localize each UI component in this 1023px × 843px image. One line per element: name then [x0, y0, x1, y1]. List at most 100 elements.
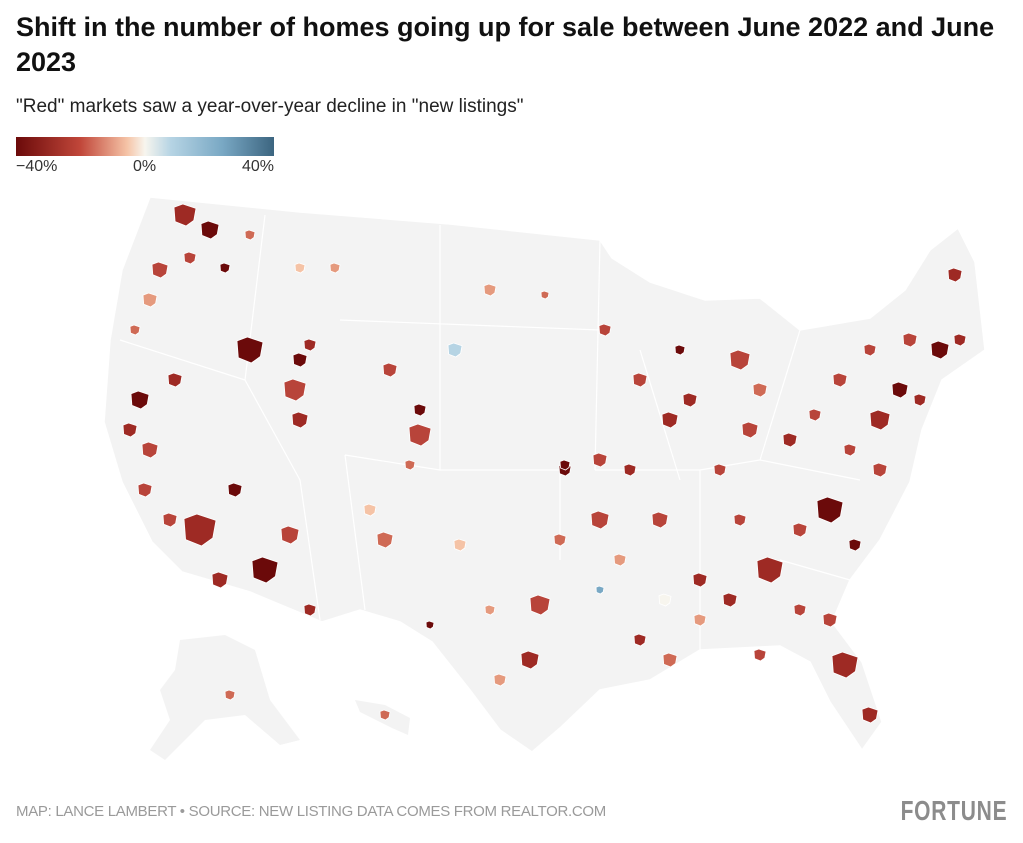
metro-area [692, 572, 708, 588]
metro-area [753, 648, 767, 662]
metro-area [173, 203, 197, 227]
metro-area [613, 553, 627, 567]
fortune-logo: FORTUNE [900, 795, 1007, 826]
metro-area [303, 338, 317, 352]
metro-area [848, 538, 862, 552]
metro-area [137, 482, 153, 498]
metro-area [404, 459, 416, 471]
metro-area [493, 673, 507, 687]
metro-area [425, 620, 435, 630]
metro-area [756, 556, 784, 584]
metro-area [141, 441, 159, 459]
legend-gradient-bar [16, 137, 274, 156]
metro-area [793, 603, 807, 617]
metro-area [590, 510, 610, 530]
metro-area [183, 513, 217, 547]
metro-area [863, 343, 877, 357]
metro-area [713, 463, 727, 477]
metro-area [953, 333, 967, 347]
alaska [150, 635, 300, 760]
metro-area [219, 262, 231, 274]
metro-area [722, 592, 738, 608]
metro-area [913, 393, 927, 407]
metro-area [595, 585, 605, 595]
metro-area [633, 633, 647, 647]
metro-area [251, 556, 279, 584]
metro-area [483, 283, 497, 297]
metro-area [292, 352, 308, 368]
metro-area [741, 421, 759, 439]
metro-area [540, 290, 550, 300]
color-legend: −40% 0% 40% [16, 137, 274, 178]
metro-area [236, 336, 264, 364]
metro-area [559, 459, 571, 471]
metro-area [408, 423, 432, 447]
metro-area [183, 251, 197, 265]
metro-area [816, 496, 844, 524]
metro-area [329, 262, 341, 274]
metro-area [869, 409, 891, 431]
metro-area [453, 538, 467, 552]
metro-area [891, 381, 909, 399]
metro-area [529, 594, 551, 616]
metro-area [733, 513, 747, 527]
metro-area [294, 262, 306, 274]
metro-area [832, 372, 848, 388]
source-credit: MAP: LANCE LAMBERT • SOURCE: NEW LISTING… [16, 803, 606, 820]
metro-area [200, 220, 220, 240]
metro-area [592, 452, 608, 468]
metro-area [902, 332, 918, 348]
metro-area [822, 612, 838, 628]
metro-area [947, 267, 963, 283]
metro-area [130, 390, 150, 410]
metro-area [598, 323, 612, 337]
metro-area [792, 522, 808, 538]
metro-area [831, 651, 859, 679]
metro-area [674, 344, 686, 356]
metro-area [363, 503, 377, 517]
legend-min-label: −40% [16, 158, 58, 175]
metro-area [658, 593, 672, 607]
metro-area [447, 342, 463, 358]
metro-area [280, 525, 300, 545]
map-subtitle: "Red" markets saw a year-over-year decli… [16, 96, 524, 117]
metro-area [122, 422, 138, 438]
metro-area [283, 378, 307, 402]
metro-area [623, 463, 637, 477]
metro-area [167, 372, 183, 388]
metro-area [520, 650, 540, 670]
metro-area [861, 706, 879, 724]
metro-area [151, 261, 169, 279]
metro-area [224, 689, 236, 701]
us-mainland [103, 196, 986, 753]
metro-area [162, 512, 178, 528]
metro-area [129, 324, 141, 336]
metro-area [651, 511, 669, 529]
metro-area [303, 603, 317, 617]
metro-area [729, 349, 751, 371]
metro-area [376, 531, 394, 549]
metro-area [693, 613, 707, 627]
metro-area [752, 382, 768, 398]
metro-area [662, 652, 678, 668]
metro-area [379, 709, 391, 721]
metro-area [382, 362, 398, 378]
map-title: Shift in the number of homes going up fo… [16, 12, 995, 77]
metro-area [682, 392, 698, 408]
legend-max-label: 40% [241, 158, 274, 175]
metro-area [930, 340, 950, 360]
metro-area [413, 403, 427, 417]
metro-area [808, 408, 822, 422]
metro-area [291, 411, 309, 429]
metro-area [244, 229, 256, 241]
metro-area [227, 482, 243, 498]
state-borders [119, 214, 861, 650]
metro-area [553, 533, 567, 547]
metro-area [211, 571, 229, 589]
metro-area [661, 411, 679, 429]
metro-area [782, 432, 798, 448]
metro-area [843, 443, 857, 457]
metro-area [142, 292, 158, 308]
metro-area [632, 372, 648, 388]
